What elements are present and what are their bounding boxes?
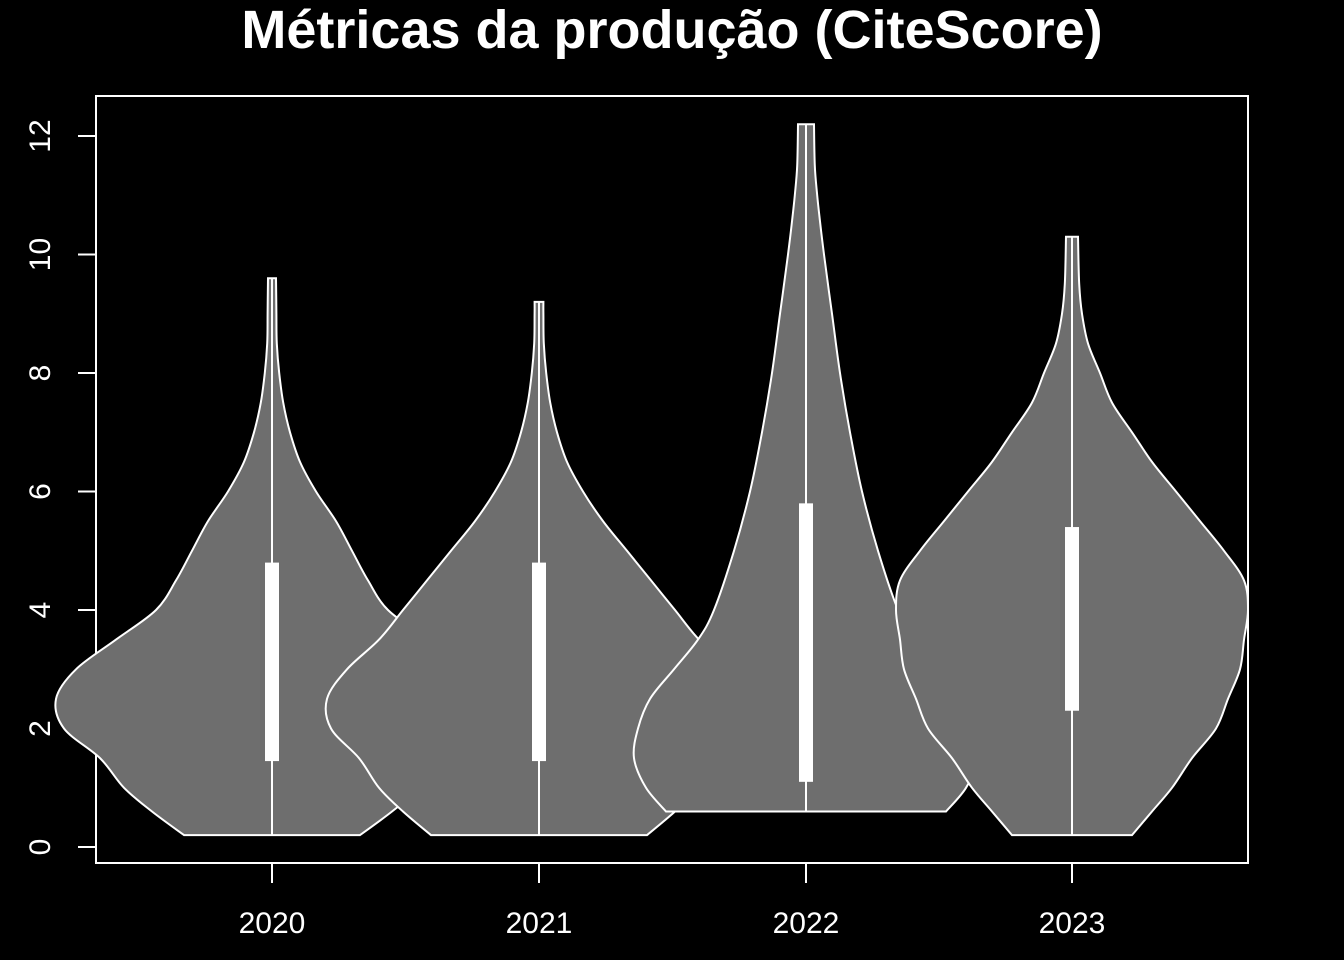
chart-title: Métricas da produção (CiteScore) bbox=[241, 0, 1102, 60]
violin-median bbox=[1068, 594, 1076, 603]
y-tick-label: 6 bbox=[24, 483, 57, 500]
violin-median bbox=[268, 677, 276, 686]
violin-median bbox=[535, 677, 543, 686]
y-tick-label: 8 bbox=[24, 365, 57, 382]
violin-2021 bbox=[324, 300, 754, 837]
x-tick-label: 2022 bbox=[773, 907, 840, 940]
violin-iqr-box bbox=[532, 562, 546, 762]
violin-2023 bbox=[894, 235, 1250, 837]
x-tick-label: 2023 bbox=[1039, 907, 1106, 940]
violin-iqr-box bbox=[799, 503, 813, 782]
y-tick-label: 2 bbox=[24, 720, 57, 737]
y-tick-label: 12 bbox=[24, 119, 57, 152]
y-tick-label: 10 bbox=[24, 238, 57, 271]
violin-2022 bbox=[632, 123, 980, 813]
y-tick-label: 0 bbox=[24, 839, 57, 856]
violin-median bbox=[802, 671, 810, 680]
violins-group bbox=[54, 123, 1250, 837]
x-tick-label: 2020 bbox=[239, 907, 306, 940]
x-axis: 2020 2021 2022 2023 bbox=[239, 862, 1106, 940]
violin-iqr-box bbox=[1065, 527, 1079, 711]
y-tick-label: 4 bbox=[24, 602, 57, 619]
x-tick-label: 2021 bbox=[506, 907, 573, 940]
violin-iqr-box bbox=[265, 562, 279, 762]
